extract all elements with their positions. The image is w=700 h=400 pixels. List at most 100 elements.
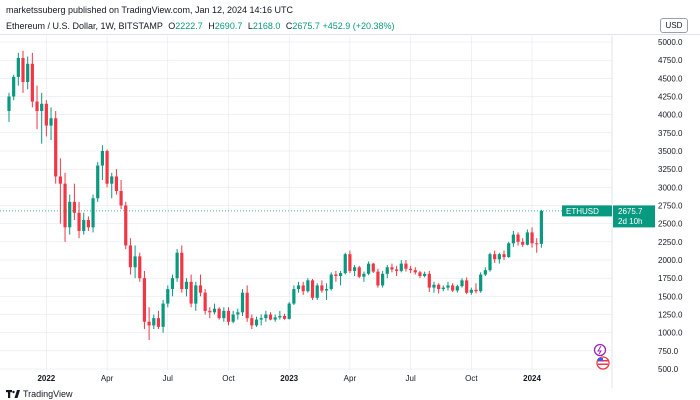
y-tick-label: 4000.0 — [658, 111, 683, 120]
price-tag: ETHUSD 2675.7 2d 10h — [562, 205, 655, 228]
candle-body — [110, 176, 114, 184]
candle-body — [156, 318, 161, 327]
candle-body — [479, 274, 483, 292]
candle-body — [7, 96, 11, 112]
candle-body — [535, 243, 539, 245]
candle-body — [264, 314, 268, 319]
candle-body — [194, 285, 198, 304]
candle-body — [189, 281, 193, 304]
candle-body — [124, 205, 128, 246]
candle-body — [26, 63, 30, 82]
candle-body — [72, 201, 76, 213]
lightning-bolt — [597, 345, 602, 355]
flag-stripes-2 — [598, 363, 608, 365]
candle-body — [278, 315, 282, 318]
candle-body — [413, 270, 417, 273]
open-value: 2222.7 — [175, 21, 203, 31]
candle-body — [395, 269, 399, 271]
candle-body — [507, 243, 511, 258]
x-tick-label: Apr — [344, 374, 357, 383]
candle-body — [175, 252, 179, 279]
y-tick-label: 1500.0 — [658, 292, 683, 301]
candle-body — [138, 256, 142, 279]
candle-body — [250, 318, 254, 326]
candle-body — [282, 315, 287, 319]
candle-body — [301, 285, 305, 292]
y-tick-label: 4750.0 — [658, 56, 683, 65]
candle-body — [306, 280, 310, 292]
candle-body — [12, 76, 16, 97]
candle-body — [399, 263, 403, 271]
candle-body — [348, 254, 352, 271]
candle-body — [30, 63, 34, 102]
candle-body — [222, 310, 226, 319]
price-chart[interactable]: 5000.0 4750.0 4500.0 4250.0 4000.0 3750.0 3500… — [0, 36, 700, 388]
candle-body — [334, 274, 338, 276]
lightning-event-icon — [593, 343, 607, 357]
x-tick-label: 2022 — [37, 374, 55, 383]
candle-body — [310, 280, 315, 298]
candle-body — [240, 292, 245, 313]
candle-body — [483, 270, 487, 275]
candle-body — [488, 254, 492, 271]
events-icons — [593, 343, 610, 370]
candle-body — [161, 303, 165, 327]
tradingview-brand[interactable]: TradingView — [6, 389, 73, 399]
candle-body — [409, 268, 413, 271]
currency-button[interactable]: USD — [660, 18, 688, 33]
candle-body — [469, 289, 473, 293]
candle-body — [320, 285, 324, 291]
candle-body — [497, 254, 501, 260]
grid-layer — [0, 36, 612, 371]
candle-body — [423, 273, 427, 276]
symbol-tag-label: ETHUSD — [566, 207, 599, 216]
candle-body — [451, 285, 455, 291]
candle-body — [362, 273, 366, 277]
candle-body — [273, 317, 277, 320]
candle-body — [105, 151, 109, 184]
y-tick-label: 1000.0 — [658, 329, 683, 338]
candle-body — [170, 278, 175, 290]
candle-body — [184, 281, 189, 290]
candle-body — [231, 314, 235, 322]
symbol-legend: Ethereum / U.S. Dollar, 1W, BITSTAMP O22… — [6, 21, 395, 31]
y-tick-label: 500.0 — [658, 365, 679, 374]
x-tick-label: Jul — [163, 374, 173, 383]
candle-body — [432, 284, 436, 288]
open-label: O — [168, 21, 176, 31]
high-label: H — [208, 21, 215, 31]
candle-body — [521, 241, 525, 245]
change-value: +452.9 (+20.38%) — [322, 21, 395, 31]
candle-body — [54, 118, 58, 177]
close-label: C — [285, 21, 293, 31]
candle-body — [441, 287, 445, 290]
published-info: marketssuberg published on TradingView.c… — [6, 5, 294, 15]
candle-body — [493, 254, 497, 260]
candle-body — [77, 212, 81, 231]
candle-body — [180, 252, 184, 290]
x-tick-label: Jul — [406, 374, 416, 383]
candle-body — [35, 101, 39, 112]
y-tick-label: 3250.0 — [658, 165, 683, 174]
candle-body — [40, 103, 44, 112]
candle-body — [96, 165, 100, 199]
candle-body — [539, 210, 543, 244]
candle-body — [343, 254, 347, 274]
flag-canton — [598, 358, 603, 361]
candle-body — [142, 278, 147, 322]
candle-body — [404, 263, 408, 269]
candle-body — [212, 308, 217, 313]
tradingview-logo-icon — [6, 390, 20, 398]
candle-body — [390, 267, 394, 270]
y-tick-label: 4500.0 — [658, 74, 683, 83]
candle-body — [63, 183, 67, 228]
candle-body — [21, 57, 25, 82]
symbol-tag-background — [562, 205, 612, 217]
candle-body — [119, 190, 123, 206]
candle-body — [236, 312, 240, 315]
candle-body — [254, 319, 259, 326]
candle-body — [152, 318, 156, 326]
candle-body — [49, 118, 53, 126]
candle-body — [44, 103, 48, 126]
y-tick-label: 2500.0 — [658, 220, 683, 229]
